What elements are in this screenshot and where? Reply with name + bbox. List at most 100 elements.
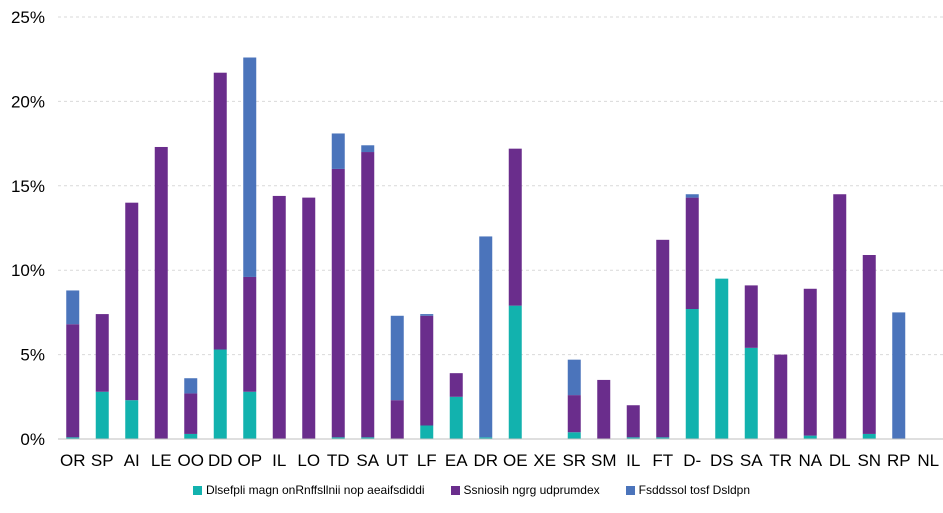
x-tick-label: IL xyxy=(626,451,640,470)
bar-segment-series-1 xyxy=(184,433,198,439)
legend-swatch-series-3 xyxy=(625,485,635,495)
legend-label-series-1: Dlsefpli magn onRnffsllnii nop aeaifsdid… xyxy=(205,483,425,497)
bar-segment-series-1 xyxy=(626,437,640,439)
x-tick-label: XE xyxy=(533,451,556,470)
bar-segment-series-3 xyxy=(390,315,404,401)
x-tick-label: SR xyxy=(562,451,586,470)
bar-segment-series-1 xyxy=(331,437,345,439)
bar-segment-series-2 xyxy=(508,148,522,306)
x-tick-label: TD xyxy=(327,451,350,470)
legend-item-series-2: Ssniosih ngrg udprumdex xyxy=(450,483,600,497)
legend-swatch-series-2 xyxy=(450,485,460,495)
bar-segment-series-2 xyxy=(66,324,80,438)
y-tick-label: 25% xyxy=(11,8,45,27)
x-tick-label: TR xyxy=(769,451,792,470)
x-tick-label: SP xyxy=(91,451,114,470)
legend: Dlsefpli magn onRnffsllnii nop aeaifsdid… xyxy=(0,483,943,497)
bar-segment-series-2 xyxy=(184,393,198,434)
legend-item-series-3: Fsddssol tosf Dsldpn xyxy=(625,483,751,497)
bar-segment-series-2 xyxy=(390,400,404,439)
x-tick-label: SA xyxy=(356,451,379,470)
bar-segment-series-3 xyxy=(243,57,257,277)
x-tick-label: DL xyxy=(829,451,851,470)
y-tick-label: 0% xyxy=(20,430,45,449)
bar-segment-series-2 xyxy=(862,255,876,434)
x-tick-label: LO xyxy=(297,451,320,470)
bar-segment-series-1 xyxy=(685,309,699,439)
bar-segment-series-2 xyxy=(744,285,758,348)
x-tick-label: EA xyxy=(445,451,468,470)
bar-segment-series-2 xyxy=(656,239,670,438)
bar-segment-series-1 xyxy=(567,432,581,439)
x-tick-label: NL xyxy=(917,451,939,470)
x-tick-label: OO xyxy=(178,451,204,470)
y-tick-label: 20% xyxy=(11,92,45,111)
bar-segment-series-2 xyxy=(774,354,788,439)
bar-segment-series-2 xyxy=(361,152,375,438)
legend-label-series-3: Fsddssol tosf Dsldpn xyxy=(638,483,751,497)
bar-segment-series-3 xyxy=(479,236,493,438)
bar-segment-series-1 xyxy=(715,278,729,439)
legend-swatch-series-1 xyxy=(192,485,202,495)
bar-segment-series-1 xyxy=(449,396,463,439)
y-tick-label: 5% xyxy=(20,346,45,365)
bar-segment-series-1 xyxy=(803,435,817,439)
bar-segment-series-3 xyxy=(420,314,434,316)
bar-segment-series-3 xyxy=(361,145,375,153)
x-tick-label: IL xyxy=(272,451,286,470)
bar-segment-series-2 xyxy=(597,379,611,439)
legend-label-series-2: Ssniosih ngrg udprumdex xyxy=(463,483,600,497)
bar-segment-series-2 xyxy=(803,288,817,436)
bar-segment-series-2 xyxy=(272,195,286,439)
x-tick-label: FT xyxy=(652,451,673,470)
bar-segment-series-2 xyxy=(243,276,257,392)
bar-segment-series-3 xyxy=(567,359,581,396)
x-tick-label: NA xyxy=(798,451,822,470)
bar-segment-series-2 xyxy=(125,202,139,401)
bar-segment-series-1 xyxy=(361,437,375,439)
x-tick-label: AI xyxy=(124,451,140,470)
bar-segment-series-1 xyxy=(744,347,758,439)
x-tick-label: SM xyxy=(591,451,617,470)
x-tick-label: DD xyxy=(208,451,233,470)
bar-segment-series-2 xyxy=(95,314,109,392)
bar-segment-series-2 xyxy=(449,373,463,397)
bar-segment-series-2 xyxy=(213,72,227,350)
x-tick-label: LE xyxy=(151,451,172,470)
bar-segment-series-3 xyxy=(685,194,699,198)
x-tick-label: SN xyxy=(857,451,881,470)
bar-segment-series-2 xyxy=(685,197,699,310)
bar-segment-series-2 xyxy=(420,315,434,426)
legend-item-series-1: Dlsefpli magn onRnffsllnii nop aeaifsdid… xyxy=(192,483,425,497)
bar-segment-series-1 xyxy=(508,305,522,439)
bar-segment-series-2 xyxy=(302,197,316,439)
bar-segment-series-1 xyxy=(66,437,80,439)
bar-segment-series-2 xyxy=(154,146,168,439)
bar-segment-series-3 xyxy=(184,378,198,394)
x-tick-label: DS xyxy=(710,451,734,470)
x-tick-label: OP xyxy=(237,451,262,470)
bar-segment-series-1 xyxy=(656,437,670,439)
bar-segment-series-1 xyxy=(862,433,876,439)
x-axis-category-labels: OR SP AI LE OO DD OP IL LO TD SA UT LF EA DR OE XE SR SM IL… xyxy=(60,451,939,470)
x-tick-label: LF xyxy=(417,451,437,470)
x-tick-label: OR xyxy=(60,451,86,470)
bar-segment-series-1 xyxy=(95,391,109,439)
bar-segment-series-3 xyxy=(331,133,345,169)
x-tick-label: SA xyxy=(740,451,763,470)
y-axis-tick-labels: 0% 5% 10% 15% 20% 25% xyxy=(11,8,45,449)
bar-segment-series-3 xyxy=(892,312,906,439)
bar-segment-series-2 xyxy=(626,405,640,438)
x-tick-label: OE xyxy=(503,451,528,470)
bar-segment-series-3 xyxy=(66,290,80,325)
x-tick-label: UT xyxy=(386,451,409,470)
bars xyxy=(66,57,906,439)
bar-segment-series-2 xyxy=(833,194,847,439)
x-tick-label: RP xyxy=(887,451,911,470)
bar-segment-series-1 xyxy=(125,400,139,439)
bar-segment-series-1 xyxy=(479,437,493,439)
y-tick-label: 10% xyxy=(11,261,45,280)
bar-segment-series-2 xyxy=(567,395,581,433)
x-tick-label: D- xyxy=(683,451,701,470)
